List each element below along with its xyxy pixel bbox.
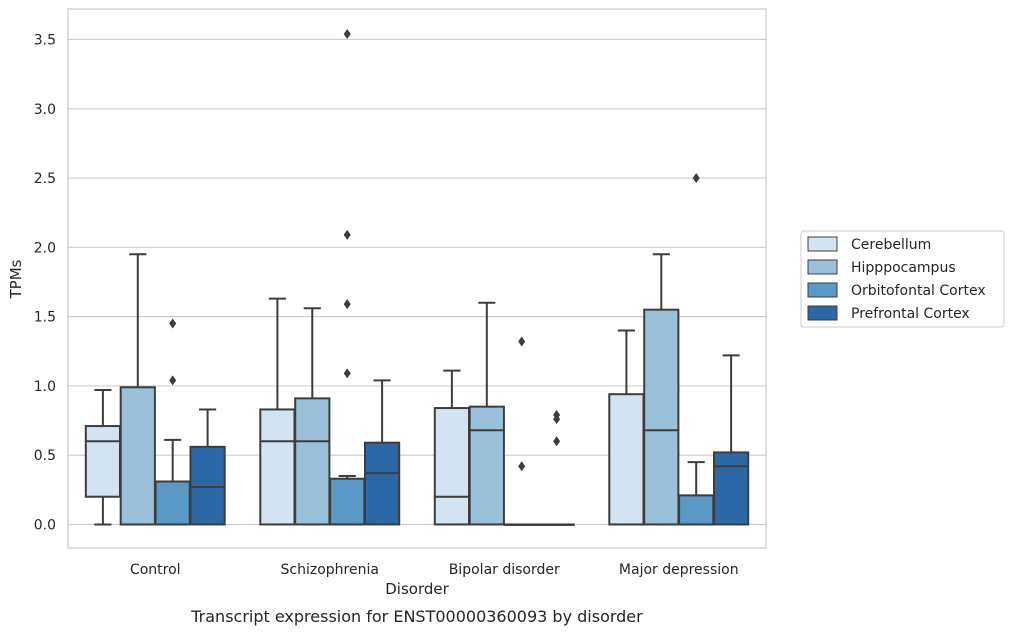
box-body: [329, 477, 366, 526]
x-tick-label: Bipolar disorder: [449, 562, 560, 578]
box-body: [84, 425, 122, 498]
box-orbitofontal-cortex: [503, 336, 540, 526]
y-tick-label: 2.5: [34, 171, 56, 187]
y-tick-label: 1.0: [34, 379, 56, 395]
box-body: [119, 386, 156, 526]
box-prefrontal-cortex: [189, 408, 226, 526]
box-hipppocampus: [468, 301, 505, 526]
box-body: [189, 445, 226, 526]
legend-swatch: [807, 305, 838, 321]
outlier-point: [343, 229, 351, 240]
y-tick-label: 0.0: [34, 517, 56, 533]
box-plots: [84, 28, 750, 526]
legend-swatch: [807, 259, 838, 275]
box-body: [433, 407, 471, 526]
legend-label: Orbitofontal Cortex: [851, 283, 986, 299]
box-hipppocampus: [119, 253, 156, 526]
outlier-point: [343, 28, 351, 39]
plot-area-frame: [67, 8, 767, 549]
outlier-point: [343, 368, 351, 379]
box-body: [259, 408, 296, 526]
outlier-point: [169, 318, 177, 329]
outlier-point: [343, 299, 351, 310]
gridlines: [68, 38, 766, 525]
box-orbitofontal-cortex: [329, 28, 366, 526]
outlier-point: [553, 436, 561, 447]
box-hipppocampus: [294, 307, 331, 526]
legend-entries: Cerebellum Hipppocampus Orbitofontal Corte…: [807, 236, 986, 322]
outlier-point: [553, 409, 561, 420]
outlier-point: [169, 375, 177, 386]
legend: Cerebellum Hipppocampus Orbitofontal Corte…: [800, 230, 1005, 328]
box-body: [154, 480, 191, 526]
box-body: [294, 397, 331, 526]
legend-entry: Hipppocampus: [807, 259, 956, 276]
box-orbitofontal-cortex: [154, 318, 191, 526]
y-tick-label: 3.5: [34, 32, 56, 48]
box-body: [678, 494, 715, 526]
x-tick-label: Control: [130, 562, 181, 578]
y-tick-label: 1.5: [34, 310, 56, 326]
box-body: [363, 441, 401, 526]
box-body: [468, 405, 505, 526]
box-prefrontal-cortex: [538, 409, 575, 526]
legend-entry: Prefrontal Cortex: [807, 305, 970, 322]
box-cerebellum: [259, 297, 296, 526]
x-tick-label: Major depression: [619, 562, 739, 578]
legend-frame: [800, 230, 1005, 328]
box-cerebellum: [433, 369, 471, 526]
box-body: [608, 393, 645, 526]
box-cerebellum: [608, 329, 645, 526]
legend-label: Hipppocampus: [851, 260, 956, 276]
box-prefrontal-cortex: [363, 379, 401, 526]
legend-entry: Cerebellum: [807, 236, 931, 253]
legend-label: Prefrontal Cortex: [851, 306, 970, 322]
outlier-point: [518, 461, 526, 472]
legend-entry: Orbitofontal Cortex: [807, 282, 986, 299]
legend-swatch: [807, 282, 838, 298]
outlier-point: [518, 336, 526, 347]
y-tick-label: 0.5: [34, 448, 56, 464]
outlier-point: [692, 173, 700, 184]
box-hipppocampus: [643, 253, 680, 526]
box-body: [643, 308, 680, 526]
y-tick-label: 3.0: [34, 102, 56, 118]
chart-caption: Transcript expression for ENST0000036009…: [190, 607, 643, 626]
box-body: [712, 451, 750, 526]
y-tick-label: 2.0: [34, 240, 56, 256]
x-axis-label: Disorder: [385, 580, 449, 598]
box-cerebellum: [84, 389, 122, 526]
legend-label: Cerebellum: [851, 237, 931, 253]
box-prefrontal-cortex: [712, 354, 750, 526]
x-tick-label: Schizophrenia: [281, 562, 379, 578]
box-orbitofontal-cortex: [678, 173, 715, 526]
legend-swatch: [807, 236, 838, 252]
y-tick-labels: 0.0 0.5 1.0 1.5 2.0 2.5 3.0 3.5: [34, 32, 56, 533]
y-axis-label: TPMs: [7, 259, 25, 299]
x-tick-labels: Control Schizophrenia Bipolar disorder Majo…: [130, 562, 739, 578]
